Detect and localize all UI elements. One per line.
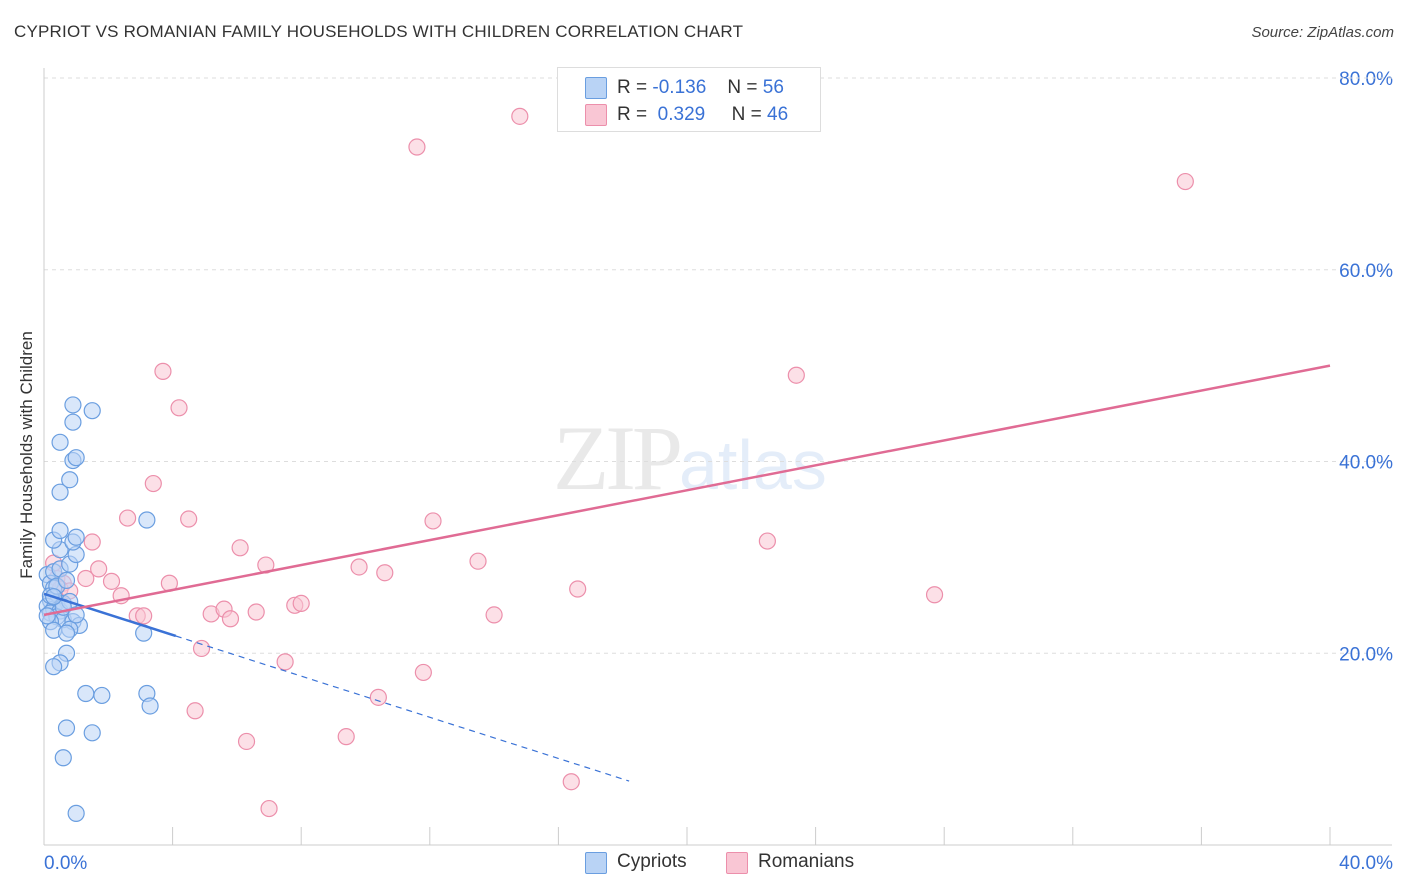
- cypriot-point: [38, 607, 56, 625]
- n-label: N =: [731, 104, 762, 125]
- romanian-point: [569, 580, 587, 598]
- legend-label-cypriots: Cypriots: [617, 851, 687, 872]
- r-value: 0.329: [657, 104, 706, 125]
- n-value: 46: [767, 104, 789, 125]
- romanian-point: [237, 732, 256, 751]
- romanian-point: [221, 610, 240, 628]
- y-tick-label: 80.0%: [1339, 69, 1393, 90]
- romanian-point: [485, 606, 503, 624]
- romanian-point: [337, 728, 355, 746]
- cypriot-point: [138, 511, 156, 529]
- x-tick-label: 40.0%: [1339, 853, 1393, 874]
- r-label: R =: [617, 104, 648, 125]
- romanian-point: [135, 607, 153, 625]
- romanians-swatch: [585, 104, 607, 126]
- romanian-point: [292, 594, 310, 612]
- romanian-point: [787, 366, 805, 384]
- romanian-point: [180, 510, 198, 528]
- romanian-point: [376, 564, 394, 582]
- cypriot-point: [67, 449, 85, 467]
- legend-label-romanians: Romanians: [757, 851, 855, 872]
- cypriots-trend-line: [43, 592, 177, 638]
- romanian-point: [414, 663, 432, 682]
- romanian-point: [260, 799, 278, 818]
- romanian-point: [408, 138, 426, 156]
- cypriot-point: [54, 749, 72, 767]
- romanian-point: [562, 773, 580, 791]
- cypriot-point: [67, 528, 85, 546]
- cypriots-swatch: [585, 77, 607, 99]
- cypriot-point: [57, 571, 76, 589]
- romanian-point: [369, 688, 387, 706]
- r-label: R =: [617, 77, 648, 98]
- x-tick-label: 0.0%: [44, 853, 87, 874]
- n-label: N =: [727, 77, 758, 98]
- cypriot-point: [64, 413, 82, 431]
- legend-item-romanians[interactable]: Romanians: [725, 851, 855, 874]
- cypriot-point: [64, 396, 82, 414]
- romanian-point: [154, 362, 172, 380]
- r-value: -0.136: [652, 77, 707, 98]
- stats-legend: R = -0.136 N = 56 R = 0.329 N = 46: [557, 67, 821, 132]
- cypriot-point: [61, 471, 79, 489]
- cypriot-point: [83, 724, 101, 742]
- romanian-point: [247, 603, 265, 621]
- cypriot-point: [93, 686, 111, 705]
- cypriot-point: [57, 719, 76, 737]
- romanian-point: [511, 107, 529, 125]
- cypriot-point: [51, 433, 69, 451]
- legend-item-cypriots[interactable]: Cypriots: [585, 851, 687, 874]
- cypriots-trend-extension: [175, 635, 630, 782]
- romanians-legend-swatch: [725, 852, 748, 874]
- romanian-point: [925, 586, 944, 604]
- cypriot-point: [141, 697, 159, 715]
- romanian-point: [83, 533, 101, 551]
- y-tick-label: 40.0%: [1339, 453, 1393, 474]
- romanian-point: [118, 509, 137, 527]
- cypriot-point: [77, 684, 95, 703]
- n-value: 56: [762, 77, 784, 98]
- romanian-point: [1176, 172, 1194, 191]
- cypriots-legend-swatch: [585, 852, 607, 874]
- romanian-point: [469, 552, 487, 570]
- romanian-point: [102, 572, 121, 590]
- romanian-point: [144, 474, 162, 493]
- romanian-point: [186, 702, 204, 720]
- cypriot-point: [67, 606, 85, 624]
- y-tick-label: 60.0%: [1339, 261, 1393, 282]
- cypriot-point: [57, 624, 76, 642]
- cypriot-point: [45, 658, 63, 676]
- romanian-point: [276, 653, 294, 671]
- romanian-point: [77, 569, 95, 588]
- cypriot-point: [67, 804, 85, 822]
- series-legend: Cypriots Romanians: [585, 851, 888, 874]
- romanian-point: [192, 639, 211, 658]
- romanian-point: [424, 512, 442, 530]
- romanian-point: [350, 558, 368, 576]
- y-tick-label: 20.0%: [1339, 644, 1393, 665]
- cypriot-point: [51, 521, 69, 540]
- cypriot-point: [51, 483, 69, 501]
- cypriot-point: [83, 402, 101, 420]
- romanian-point: [758, 532, 776, 550]
- romanian-point: [170, 399, 188, 417]
- chart-title: CYPRIOT VS ROMANIAN FAMILY HOUSEHOLDS WI…: [14, 22, 744, 41]
- romanians-trend-line: [43, 364, 1331, 617]
- romanian-point: [231, 539, 249, 557]
- romanian-point: [90, 560, 108, 578]
- source-credit: Source: ZipAtlas.com: [1251, 24, 1394, 41]
